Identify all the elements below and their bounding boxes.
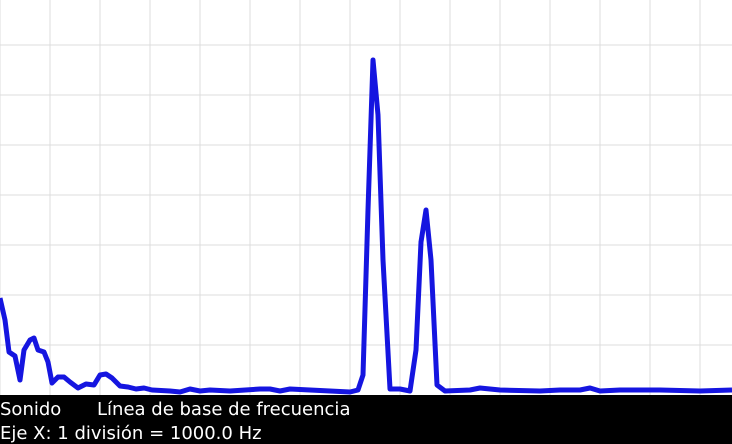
tab[interactable]: Sonido [0, 399, 61, 420]
plot [0, 0, 732, 395]
spectrum-line [0, 57, 732, 395]
status-bar [0, 395, 732, 444]
tab[interactable]: Línea de base de frecuencia [97, 399, 350, 420]
axis-caption: Eje X: 1 división = 1000.0 Hz [0, 423, 262, 444]
